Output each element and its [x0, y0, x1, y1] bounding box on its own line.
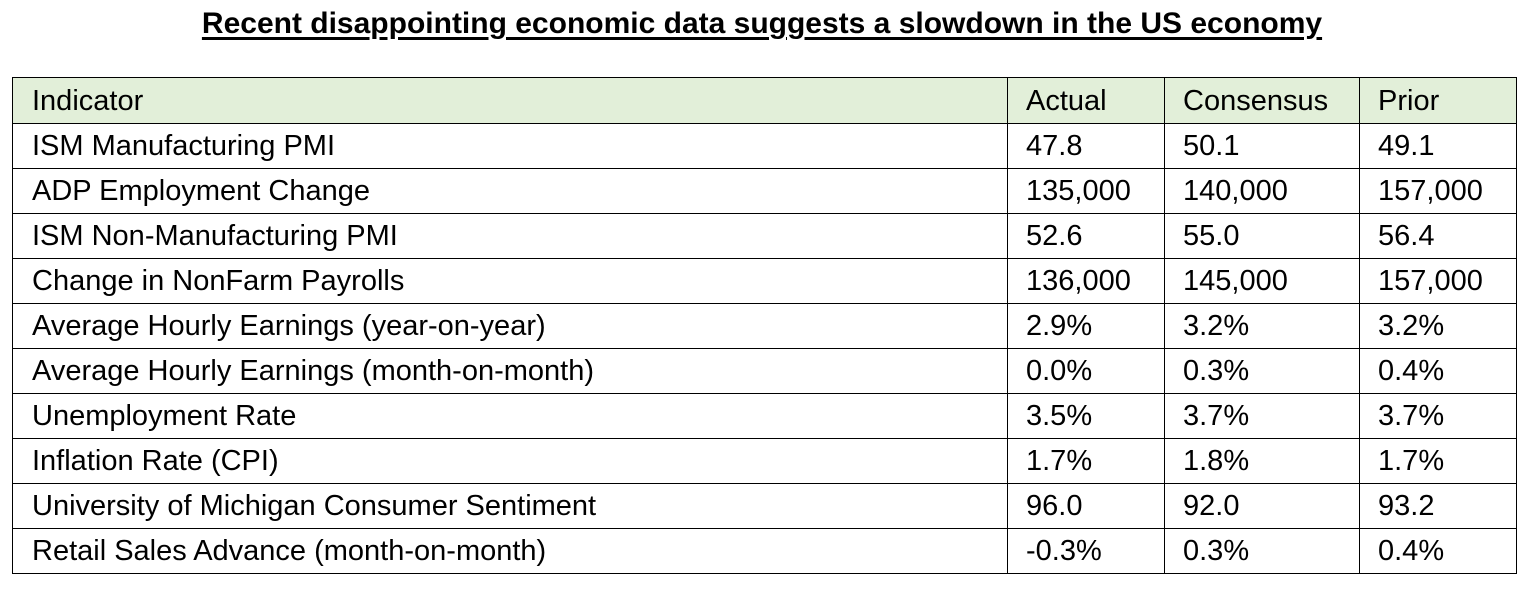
indicator-cell: Average Hourly Earnings (year-on-year) — [12, 303, 1008, 349]
table-row: Unemployment Rate 3.5% 3.7% 3.7% — [12, 393, 1517, 439]
header-indicator: Indicator — [12, 77, 1008, 124]
indicator-cell: Unemployment Rate — [12, 393, 1008, 439]
indicator-cell: Retail Sales Advance (month-on-month) — [12, 528, 1008, 574]
table-row: University of Michigan Consumer Sentimen… — [12, 483, 1517, 529]
actual-cell: 136,000 — [1007, 258, 1165, 304]
prior-cell: 157,000 — [1359, 168, 1517, 214]
header-consensus: Consensus — [1164, 77, 1360, 124]
actual-cell: 1.7% — [1007, 438, 1165, 484]
indicator-cell: Inflation Rate (CPI) — [12, 438, 1008, 484]
economic-data-table: Indicator Actual Consensus Prior ISM Man… — [12, 77, 1517, 574]
actual-cell: 3.5% — [1007, 393, 1165, 439]
actual-cell: 135,000 — [1007, 168, 1165, 214]
prior-cell: 56.4 — [1359, 213, 1517, 259]
actual-cell: 52.6 — [1007, 213, 1165, 259]
table-row: Change in NonFarm Payrolls 136,000 145,000… — [12, 258, 1517, 304]
actual-cell: 47.8 — [1007, 123, 1165, 169]
consensus-cell: 3.2% — [1164, 303, 1360, 349]
consensus-cell: 50.1 — [1164, 123, 1360, 169]
prior-cell: 3.7% — [1359, 393, 1517, 439]
header-actual: Actual — [1007, 77, 1165, 124]
table-row: ISM Manufacturing PMI 47.8 50.1 49.1 — [12, 123, 1517, 169]
table-row: Average Hourly Earnings (year-on-year) 2.… — [12, 303, 1517, 349]
table-row: ISM Non-Manufacturing PMI 52.6 55.0 56.4 — [12, 213, 1517, 259]
indicator-cell: Change in NonFarm Payrolls — [12, 258, 1008, 304]
prior-cell: 49.1 — [1359, 123, 1517, 169]
consensus-cell: 55.0 — [1164, 213, 1360, 259]
prior-cell: 93.2 — [1359, 483, 1517, 529]
table-row: Retail Sales Advance (month-on-month) -0.… — [12, 528, 1517, 574]
table-row: Inflation Rate (CPI) 1.7% 1.8% 1.7% — [12, 438, 1517, 484]
consensus-cell: 92.0 — [1164, 483, 1360, 529]
actual-cell: 2.9% — [1007, 303, 1165, 349]
indicator-cell: ISM Non-Manufacturing PMI — [12, 213, 1008, 259]
consensus-cell: 140,000 — [1164, 168, 1360, 214]
actual-cell: 0.0% — [1007, 348, 1165, 394]
prior-cell: 0.4% — [1359, 528, 1517, 574]
prior-cell: 0.4% — [1359, 348, 1517, 394]
header-prior: Prior — [1359, 77, 1517, 124]
indicator-cell: University of Michigan Consumer Sentimen… — [12, 483, 1008, 529]
consensus-cell: 0.3% — [1164, 528, 1360, 574]
consensus-cell: 145,000 — [1164, 258, 1360, 304]
consensus-cell: 3.7% — [1164, 393, 1360, 439]
actual-cell: -0.3% — [1007, 528, 1165, 574]
table-row: ADP Employment Change 135,000 140,000 157,0… — [12, 168, 1517, 214]
prior-cell: 157,000 — [1359, 258, 1517, 304]
indicator-cell: ADP Employment Change — [12, 168, 1008, 214]
table-title: Recent disappointing economic data sugge… — [201, 7, 1323, 40]
table-row: Average Hourly Earnings (month-on-month)… — [12, 348, 1517, 394]
prior-cell: 1.7% — [1359, 438, 1517, 484]
table-body: ISM Manufacturing PMI 47.8 50.1 49.1 ADP Emp… — [12, 123, 1517, 574]
indicator-cell: ISM Manufacturing PMI — [12, 123, 1008, 169]
table-header-row: Indicator Actual Consensus Prior — [12, 77, 1517, 124]
consensus-cell: 0.3% — [1164, 348, 1360, 394]
actual-cell: 96.0 — [1007, 483, 1165, 529]
prior-cell: 3.2% — [1359, 303, 1517, 349]
consensus-cell: 1.8% — [1164, 438, 1360, 484]
indicator-cell: Average Hourly Earnings (month-on-month) — [12, 348, 1008, 394]
